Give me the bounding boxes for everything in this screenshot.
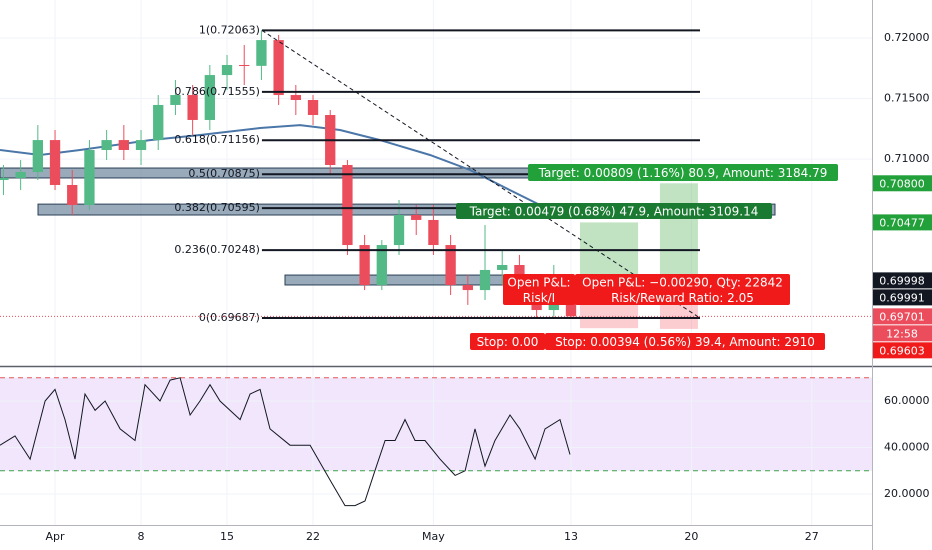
candle-body xyxy=(32,140,43,173)
rsi-tick-label: 40.0000 xyxy=(884,441,930,454)
candle-body xyxy=(462,284,473,291)
price-tag: 0.69991 xyxy=(879,291,925,304)
trend-line xyxy=(261,29,701,319)
position-target xyxy=(579,222,639,281)
position-label-box xyxy=(545,333,825,350)
fib-label: 0.618(0.71156) xyxy=(174,133,260,146)
price-tag: 0.69998 xyxy=(879,274,925,287)
x-tick-label: 13 xyxy=(564,530,578,543)
candle-body xyxy=(153,104,164,141)
price-tag-box xyxy=(873,272,932,289)
y-tick-label: 0.71500 xyxy=(884,92,930,105)
position-label-box xyxy=(470,333,545,350)
candle-body xyxy=(84,149,95,205)
fib-label: 1(0.72063) xyxy=(199,23,260,36)
price-tag-box xyxy=(873,308,932,325)
x-tick-label: 27 xyxy=(805,530,819,543)
fib-label: 0.382(0.70595) xyxy=(174,201,260,214)
candle-body xyxy=(187,95,198,120)
x-tick-label: 22 xyxy=(306,530,320,543)
candle-body xyxy=(307,99,319,116)
candle-body xyxy=(256,40,267,66)
position-label: Open P&L: xyxy=(507,275,570,289)
candle-body xyxy=(565,295,577,317)
x-tick-label: 15 xyxy=(220,530,234,543)
rsi-tick-label: 60.0000 xyxy=(884,394,930,407)
fib-label: 0(0.69687) xyxy=(199,311,260,324)
price-tag-box xyxy=(873,342,932,359)
fib-label: 0.236(0.70248) xyxy=(174,243,260,256)
price-tag-box xyxy=(873,175,932,192)
candle-body xyxy=(342,165,353,246)
candle-body xyxy=(359,245,370,285)
position-label: Open P&L: −0.00290, Qty: 22842 xyxy=(582,275,783,289)
position-label: Risk/I xyxy=(523,291,555,305)
fib-label: 0.786(0.71555) xyxy=(174,85,260,98)
x-tick-label: Apr xyxy=(46,530,66,543)
position-label: Stop: 0.00394 (0.56%) 39.4, Amount: 2910 xyxy=(555,335,815,349)
price-tag-box xyxy=(873,214,932,231)
candle-body xyxy=(273,40,284,96)
position-label: Stop: 0.00 xyxy=(477,335,539,349)
price-tag: 0.69701 xyxy=(879,310,925,323)
candle-body xyxy=(15,172,26,178)
candle-body xyxy=(49,140,61,185)
y-tick-label: 0.72000 xyxy=(884,31,930,44)
candle-body xyxy=(497,265,508,270)
candle-body xyxy=(445,245,456,285)
candle-body xyxy=(428,219,439,246)
position-label-box xyxy=(456,203,772,219)
price-tag: 0.70800 xyxy=(879,177,925,190)
position-label: Risk/Reward Ratio: 2.05 xyxy=(611,291,754,305)
candle-body xyxy=(204,75,215,120)
position-label: Target: 0.00809 (1.16%) 80.9, Amount: 31… xyxy=(538,166,828,180)
candle-body xyxy=(118,140,129,150)
candle-body xyxy=(67,184,78,205)
zone xyxy=(0,167,531,179)
rsi-band xyxy=(0,377,872,471)
rsi-line xyxy=(0,377,571,507)
candle-body xyxy=(101,140,112,150)
fib-label: 0.5(0.70875) xyxy=(188,167,260,180)
candle-body xyxy=(0,177,9,181)
position-label-box xyxy=(503,274,575,305)
candle-body xyxy=(170,95,181,105)
candle-body xyxy=(376,245,387,285)
price-tag-box xyxy=(873,289,932,306)
x-tick-label: 20 xyxy=(684,530,698,543)
x-tick-label: 8 xyxy=(138,530,145,543)
candle-body xyxy=(479,269,491,291)
countdown-box xyxy=(873,325,932,342)
position-label-box xyxy=(575,274,790,305)
candle-body xyxy=(290,95,301,100)
candle-body xyxy=(239,65,250,67)
position-label-box xyxy=(528,164,838,181)
zone xyxy=(37,203,776,216)
position-label: Target: 0.00479 (0.68%) 47.9, Amount: 31… xyxy=(469,205,759,219)
candle-body xyxy=(135,140,147,150)
moving-average xyxy=(0,124,551,211)
y-tick-label: 0.71000 xyxy=(884,152,930,165)
price-tag: 0.70477 xyxy=(879,216,925,229)
candle-body xyxy=(221,65,233,76)
countdown: 12:58 xyxy=(886,327,918,340)
rsi-tick-label: 20.0000 xyxy=(884,487,930,500)
x-tick-label: May xyxy=(422,530,445,543)
candle-body xyxy=(393,215,405,246)
candle-body xyxy=(411,215,422,220)
position-target xyxy=(659,183,698,282)
price-tag: 0.69603 xyxy=(879,344,925,357)
